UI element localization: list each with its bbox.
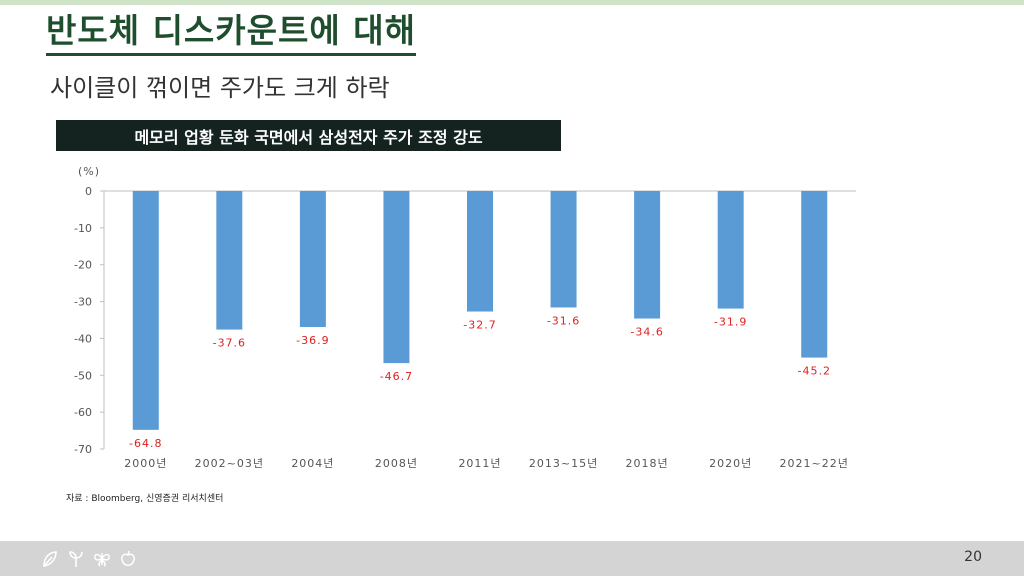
bar-value-label: -36.9 bbox=[296, 334, 329, 347]
x-category-label: 2020년 bbox=[709, 457, 752, 470]
y-tick-label: -60 bbox=[74, 406, 92, 419]
y-tick-label: -70 bbox=[74, 443, 92, 456]
y-tick-label: 0 bbox=[85, 185, 92, 198]
x-category-label: 2000년 bbox=[124, 457, 167, 470]
footer-icon-group bbox=[40, 549, 138, 569]
slide-subtitle: 사이클이 꺾이면 주가도 크게 하락 bbox=[50, 74, 390, 102]
y-tick-label: -50 bbox=[74, 369, 92, 382]
y-tick-label: -10 bbox=[74, 222, 92, 235]
y-tick-label: -20 bbox=[74, 259, 92, 272]
bar-value-label: -34.6 bbox=[630, 326, 663, 339]
bar bbox=[467, 191, 493, 312]
bar bbox=[383, 191, 410, 364]
bar bbox=[634, 191, 661, 319]
chart-title-banner: 메모리 업황 둔화 국면에서 삼성전자 주가 조정 강도 bbox=[56, 120, 561, 151]
butterfly-icon bbox=[92, 549, 112, 569]
x-category-label: 2008년 bbox=[375, 457, 418, 470]
bar-value-label: -32.7 bbox=[463, 319, 496, 332]
bar-value-label: -45.2 bbox=[797, 365, 830, 378]
x-category-label: 2021~22년 bbox=[780, 457, 849, 470]
bar-value-label: -31.9 bbox=[714, 316, 747, 329]
y-tick-label: -40 bbox=[74, 332, 92, 345]
x-category-label: 2011년 bbox=[458, 457, 501, 470]
bar-chart: (%) 0 -10 -20 -30 -40 -50 -60 -70 -64.8 2000년 -37.6… bbox=[74, 165, 856, 470]
slide-title: 반도체 디스카운트에 대해 bbox=[46, 10, 416, 56]
bar bbox=[132, 191, 159, 430]
bar-value-label: -31.6 bbox=[547, 314, 580, 327]
bar-value-label: -37.6 bbox=[213, 337, 246, 350]
bar-value-label: -64.8 bbox=[129, 437, 162, 450]
x-category-label: 2004년 bbox=[291, 457, 334, 470]
top-accent-rule bbox=[0, 0, 1024, 5]
x-category-label: 2002~03년 bbox=[195, 457, 264, 470]
bar bbox=[216, 191, 243, 330]
x-category-label: 2013~15년 bbox=[529, 457, 598, 470]
bar bbox=[299, 191, 326, 328]
bar bbox=[801, 191, 828, 358]
apple-icon bbox=[118, 549, 138, 569]
footer-bar: 20 bbox=[0, 541, 1024, 576]
source-note: 자료 : Bloomberg, 신영증권 리서치센터 bbox=[66, 494, 224, 504]
sprout-icon bbox=[66, 549, 86, 569]
x-category-label: 2018년 bbox=[626, 457, 669, 470]
leaf-icon bbox=[40, 549, 60, 569]
bar bbox=[717, 191, 744, 309]
y-unit-label: (%) bbox=[78, 165, 100, 178]
bar bbox=[550, 191, 577, 308]
page-number: 20 bbox=[964, 549, 982, 565]
y-tick-label: -30 bbox=[74, 296, 92, 309]
bar-value-label: -46.7 bbox=[380, 370, 413, 383]
